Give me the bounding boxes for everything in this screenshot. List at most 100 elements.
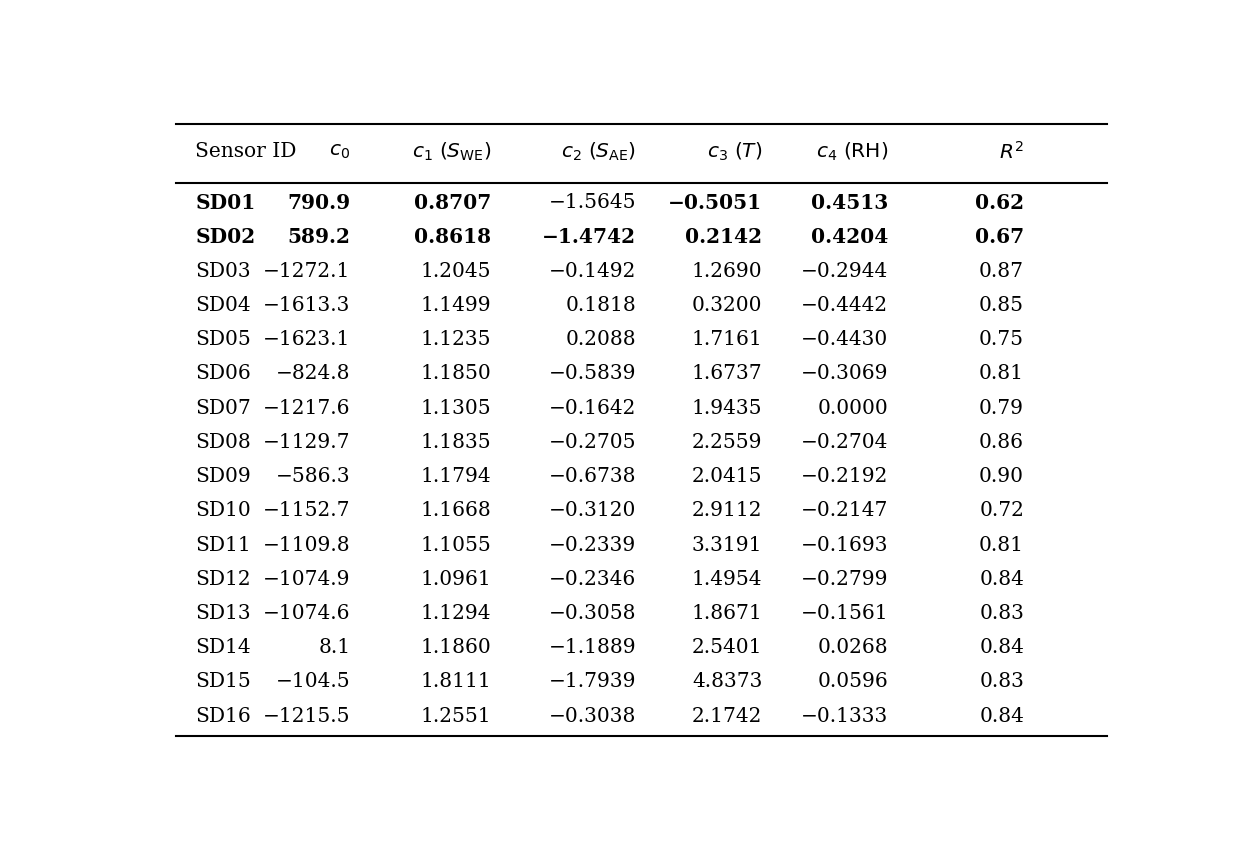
Text: $R^2$: $R^2$ — [1000, 141, 1025, 163]
Text: −1074.9: −1074.9 — [263, 569, 350, 589]
Text: −1.1889: −1.1889 — [549, 638, 637, 657]
Text: 0.81: 0.81 — [980, 535, 1025, 555]
Text: SD05: SD05 — [195, 330, 251, 349]
Text: SD11: SD11 — [195, 535, 251, 555]
Text: 4.8373: 4.8373 — [692, 672, 762, 692]
Text: SD14: SD14 — [195, 638, 250, 657]
Text: SD13: SD13 — [195, 604, 250, 623]
Text: SD10: SD10 — [195, 501, 251, 521]
Text: 0.4204: 0.4204 — [811, 227, 888, 247]
Text: −1.4742: −1.4742 — [542, 227, 637, 247]
Text: −0.1561: −0.1561 — [801, 604, 888, 623]
Text: SD08: SD08 — [195, 433, 251, 451]
Text: 1.2551: 1.2551 — [420, 707, 490, 726]
Text: 0.67: 0.67 — [975, 227, 1025, 247]
Text: −0.1333: −0.1333 — [801, 707, 888, 726]
Text: −0.4442: −0.4442 — [801, 296, 888, 315]
Text: −586.3: −586.3 — [275, 467, 350, 486]
Text: 1.2045: 1.2045 — [420, 262, 490, 280]
Text: −0.3120: −0.3120 — [549, 501, 637, 521]
Text: 8.1: 8.1 — [318, 638, 350, 657]
Text: 0.8707: 0.8707 — [414, 192, 490, 213]
Text: 1.1294: 1.1294 — [420, 604, 490, 623]
Text: −1217.6: −1217.6 — [263, 398, 350, 417]
Text: $c_4\ (\mathrm{RH})$: $c_4\ (\mathrm{RH})$ — [816, 141, 888, 163]
Text: SD12: SD12 — [195, 569, 250, 589]
Text: 0.0000: 0.0000 — [818, 398, 888, 417]
Text: SD09: SD09 — [195, 467, 251, 486]
Text: −1272.1: −1272.1 — [263, 262, 350, 280]
Text: SD07: SD07 — [195, 398, 251, 417]
Text: −0.1642: −0.1642 — [549, 398, 637, 417]
Text: SD04: SD04 — [195, 296, 250, 315]
Text: 3.3191: 3.3191 — [692, 535, 762, 555]
Text: 0.75: 0.75 — [980, 330, 1025, 349]
Text: −104.5: −104.5 — [275, 672, 350, 692]
Text: 2.5401: 2.5401 — [692, 638, 762, 657]
Text: 790.9: 790.9 — [288, 192, 350, 213]
Text: 0.90: 0.90 — [980, 467, 1025, 486]
Text: 1.1794: 1.1794 — [420, 467, 490, 486]
Text: 0.1818: 0.1818 — [565, 296, 637, 315]
Text: 0.85: 0.85 — [980, 296, 1025, 315]
Text: 0.4513: 0.4513 — [811, 192, 888, 213]
Text: −824.8: −824.8 — [275, 364, 350, 383]
Text: 1.6737: 1.6737 — [692, 364, 762, 383]
Text: −0.2705: −0.2705 — [549, 433, 637, 451]
Text: 1.1835: 1.1835 — [420, 433, 490, 451]
Text: 0.84: 0.84 — [980, 569, 1025, 589]
Text: 0.62: 0.62 — [975, 192, 1025, 213]
Text: 1.1235: 1.1235 — [420, 330, 490, 349]
Text: −0.3069: −0.3069 — [801, 364, 888, 383]
Text: 0.81: 0.81 — [980, 364, 1025, 383]
Text: −1152.7: −1152.7 — [263, 501, 350, 521]
Text: Sensor ID: Sensor ID — [195, 143, 296, 162]
Text: $c_2\ (S_\mathrm{AE})$: $c_2\ (S_\mathrm{AE})$ — [562, 141, 637, 163]
Text: 0.0268: 0.0268 — [818, 638, 888, 657]
Text: 589.2: 589.2 — [288, 227, 350, 247]
Text: −0.4430: −0.4430 — [801, 330, 888, 349]
Text: 0.84: 0.84 — [980, 638, 1025, 657]
Text: −0.1492: −0.1492 — [549, 262, 637, 280]
Text: −1129.7: −1129.7 — [263, 433, 350, 451]
Text: −0.5051: −0.5051 — [668, 192, 762, 213]
Text: 2.2559: 2.2559 — [692, 433, 762, 451]
Text: 0.3200: 0.3200 — [692, 296, 762, 315]
Text: 1.7161: 1.7161 — [692, 330, 762, 349]
Text: −1623.1: −1623.1 — [263, 330, 350, 349]
Text: −1613.3: −1613.3 — [263, 296, 350, 315]
Text: −1109.8: −1109.8 — [263, 535, 350, 555]
Text: $c_1\ (S_\mathrm{WE})$: $c_1\ (S_\mathrm{WE})$ — [412, 141, 490, 163]
Text: SD01: SD01 — [195, 192, 255, 213]
Text: 0.72: 0.72 — [980, 501, 1025, 521]
Text: −0.3058: −0.3058 — [549, 604, 637, 623]
Text: 0.0596: 0.0596 — [818, 672, 888, 692]
Text: −1.7939: −1.7939 — [549, 672, 637, 692]
Text: 1.0961: 1.0961 — [420, 569, 490, 589]
Text: SD03: SD03 — [195, 262, 250, 280]
Text: 0.8618: 0.8618 — [414, 227, 490, 247]
Text: −0.2944: −0.2944 — [801, 262, 888, 280]
Text: 2.9112: 2.9112 — [692, 501, 762, 521]
Text: 1.1668: 1.1668 — [420, 501, 490, 521]
Text: 1.1055: 1.1055 — [420, 535, 490, 555]
Text: −0.6738: −0.6738 — [549, 467, 637, 486]
Text: −1074.6: −1074.6 — [263, 604, 350, 623]
Text: 0.83: 0.83 — [980, 604, 1025, 623]
Text: 2.0415: 2.0415 — [692, 467, 762, 486]
Text: 0.83: 0.83 — [980, 672, 1025, 692]
Text: −0.5839: −0.5839 — [549, 364, 637, 383]
Text: −0.1693: −0.1693 — [801, 535, 888, 555]
Text: −0.2346: −0.2346 — [549, 569, 637, 589]
Text: SD15: SD15 — [195, 672, 251, 692]
Text: −1.5645: −1.5645 — [549, 193, 637, 212]
Text: 0.86: 0.86 — [980, 433, 1025, 451]
Text: −0.2799: −0.2799 — [801, 569, 888, 589]
Text: −0.2339: −0.2339 — [549, 535, 637, 555]
Text: $c_0$: $c_0$ — [329, 143, 350, 162]
Text: −0.2147: −0.2147 — [801, 501, 888, 521]
Text: 1.9435: 1.9435 — [692, 398, 762, 417]
Text: 1.1305: 1.1305 — [420, 398, 490, 417]
Text: 1.8671: 1.8671 — [692, 604, 762, 623]
Text: 0.2142: 0.2142 — [686, 227, 762, 247]
